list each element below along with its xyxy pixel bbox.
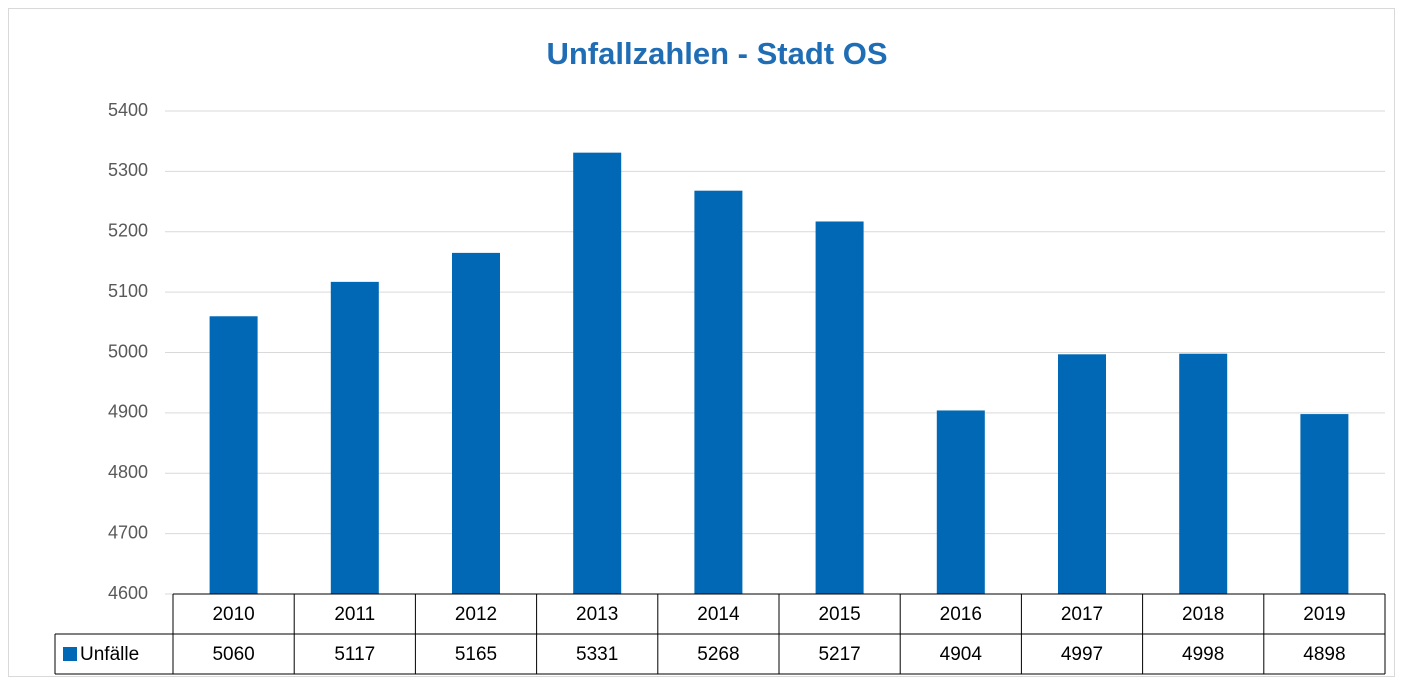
x-tick-label: 2015 [818, 604, 860, 625]
legend-key [63, 647, 77, 661]
x-tick-label: 2018 [1182, 604, 1224, 625]
y-tick-label: 5200 [108, 221, 148, 241]
bar [330, 281, 379, 594]
x-tick-label: 2019 [1303, 604, 1345, 625]
x-tick-label: 2016 [940, 604, 982, 625]
table-value: 4898 [1303, 644, 1345, 665]
x-tick-label: 2014 [697, 604, 740, 625]
x-tick-label: 2013 [576, 604, 618, 625]
y-tick-label: 5000 [108, 341, 148, 361]
y-tick-label: 4600 [108, 583, 148, 603]
table-value: 4997 [1061, 644, 1103, 665]
y-tick-label: 5400 [108, 100, 148, 120]
bar [1300, 414, 1349, 594]
x-tick-label: 2011 [334, 604, 375, 625]
bar [694, 190, 743, 594]
table-value: 5331 [576, 644, 618, 665]
x-tick-label: 2010 [212, 604, 254, 625]
table-value: 5060 [212, 644, 254, 665]
bar [209, 316, 258, 594]
bar [936, 410, 985, 594]
bar [815, 221, 864, 594]
bar [1179, 353, 1228, 594]
y-tick-label: 4900 [108, 402, 148, 422]
y-tick-label: 5300 [108, 160, 148, 180]
y-tick-label: 4800 [108, 462, 148, 482]
table-value: 5268 [697, 644, 739, 665]
chart-title: Unfallzahlen - Stadt OS [546, 36, 887, 71]
x-tick-label: 2017 [1061, 604, 1103, 625]
table-value: 4904 [940, 644, 983, 665]
x-tick-label: 2012 [455, 604, 497, 625]
y-tick-label: 5100 [108, 281, 148, 301]
table-value: 5217 [818, 644, 860, 665]
bar [1058, 354, 1106, 594]
bar [452, 252, 500, 594]
y-tick-label: 4700 [108, 522, 148, 542]
legend-label: Unfälle [80, 644, 139, 665]
table-value: 5165 [455, 644, 497, 665]
table-value: 4998 [1182, 644, 1224, 665]
table-value: 5117 [334, 644, 375, 665]
bar [573, 152, 622, 594]
